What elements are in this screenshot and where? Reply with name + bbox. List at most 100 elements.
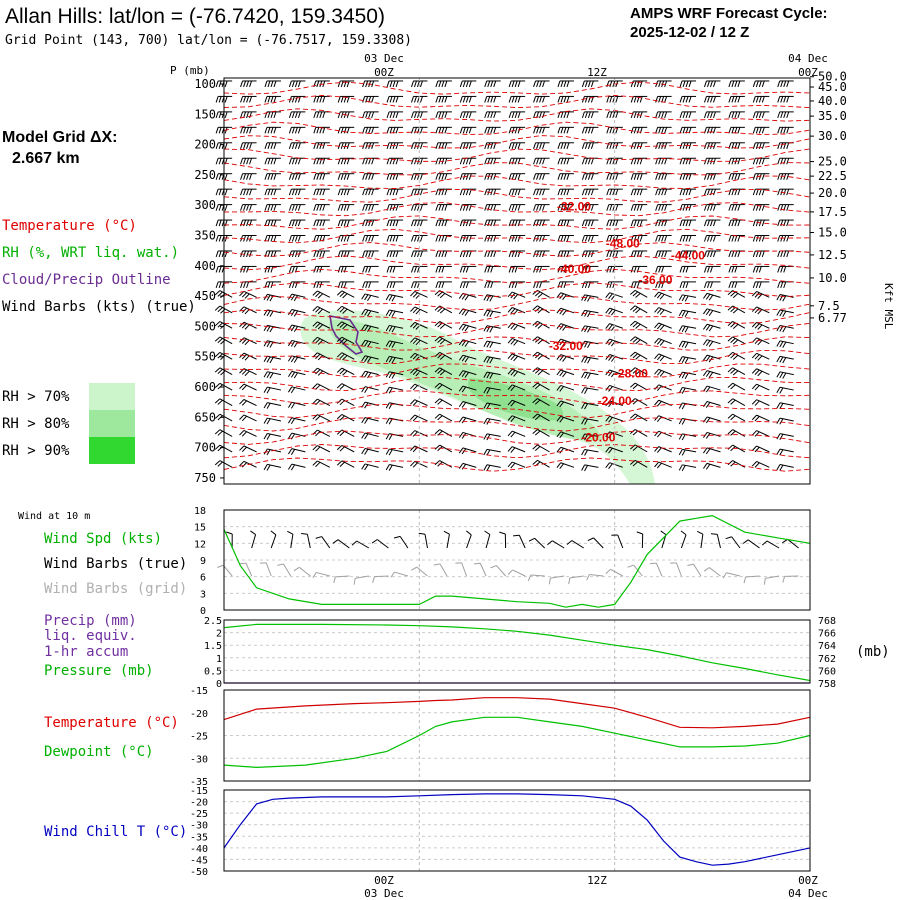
wind-barb <box>654 461 672 469</box>
wind-barb <box>264 265 281 273</box>
height-tick-label: 35.0 <box>818 109 847 123</box>
wind-barb <box>751 352 770 361</box>
wind-tick-label: 15 <box>194 523 206 534</box>
wind-barb <box>703 447 721 455</box>
wind-barb <box>288 142 306 149</box>
wind-barb <box>611 534 624 549</box>
wind-barb <box>605 446 623 454</box>
bottom-hour-label-2: 00Z <box>798 874 818 887</box>
wind-barb <box>459 95 477 103</box>
wind-speed-panel <box>217 509 811 611</box>
wind-barb <box>703 339 721 347</box>
wind-barb <box>239 562 253 577</box>
legend-precip-liq: liq. equiv. <box>44 628 137 644</box>
wind-barb <box>727 429 746 437</box>
cloud-outline <box>329 314 364 355</box>
wind-barb <box>679 250 697 258</box>
temperature-contour <box>223 215 811 230</box>
wind-barb <box>484 530 491 549</box>
legend-rh80: RH > 80% <box>2 416 70 432</box>
wind-barb <box>508 126 526 134</box>
wind-barb <box>240 204 257 211</box>
wind-barb <box>313 126 330 134</box>
wind-barb <box>455 562 468 577</box>
wind-barb <box>581 294 599 302</box>
pressure-tick-label: 500 <box>194 319 216 333</box>
wind-barb <box>605 307 623 316</box>
wind-barb <box>411 566 428 577</box>
wind-barb <box>533 111 550 119</box>
wind-barb <box>434 398 453 406</box>
wind-barb <box>508 80 526 88</box>
temperature-contour <box>223 108 811 122</box>
chill-tick-label: -20 <box>190 798 208 809</box>
wind-barb <box>630 204 648 211</box>
wind-barb <box>556 400 575 408</box>
wind-barb <box>587 537 604 549</box>
wind-barb <box>752 188 770 196</box>
wind-barb <box>782 575 799 583</box>
wind-barb <box>435 235 452 242</box>
wind-barb <box>605 462 623 469</box>
main-panel-grid <box>220 76 814 484</box>
wind-barb <box>532 444 550 453</box>
wind-barb <box>410 383 428 391</box>
wind-tick-label: 12 <box>194 539 206 550</box>
wind-barb <box>288 173 306 180</box>
wind-barb <box>434 367 453 376</box>
wind-barb <box>630 382 648 391</box>
wind-barb <box>581 356 599 364</box>
wind-barb <box>630 336 648 345</box>
wind-barb <box>751 430 770 437</box>
wind-barb <box>490 564 506 577</box>
wind-barb <box>435 95 452 103</box>
wind-barb <box>630 265 648 273</box>
wind-barb <box>557 95 574 103</box>
wind-barb <box>459 80 477 88</box>
wind-barb <box>312 290 331 299</box>
wind-barb <box>777 173 794 180</box>
wind-barb <box>556 462 575 470</box>
wind-barb <box>434 413 453 422</box>
wind-barb <box>581 265 599 273</box>
height-tick-label: 30.0 <box>818 129 847 143</box>
wind-barb <box>313 250 330 258</box>
wind-barb <box>533 204 550 211</box>
height-tick-label: 45.0 <box>818 80 847 94</box>
wind-barb <box>312 305 331 314</box>
wind-barb <box>508 157 526 165</box>
wind-barb <box>336 414 355 422</box>
wind-barb <box>361 308 379 317</box>
wind-barb <box>385 355 404 364</box>
wind-barb <box>655 126 672 134</box>
wind-barb <box>386 95 404 103</box>
wind-barb <box>458 385 477 393</box>
wind-barb <box>557 80 574 88</box>
temperature-dewpoint-panel <box>223 689 811 782</box>
wind-barb <box>636 531 644 549</box>
legend-wind-barbs-true: Wind Barbs (true) <box>44 556 187 572</box>
wind-barb <box>288 401 306 409</box>
wind-barb <box>217 564 233 577</box>
wind-barb <box>270 530 277 549</box>
wind-barb <box>263 386 282 394</box>
wind-barb <box>776 464 794 471</box>
wind-barb <box>605 431 623 439</box>
pressure-tick-label: 750 <box>194 471 216 485</box>
wind-barb <box>443 530 450 549</box>
wind-barb <box>386 188 404 196</box>
legend-rh90: RH > 90% <box>2 443 70 459</box>
wind-barb <box>507 461 526 469</box>
temperature-contour-labels: -32.00 -48.00 -44.00 -40.00 -36.00 -32.00 -28.… <box>549 199 705 444</box>
wind-barb <box>333 575 350 584</box>
legend-rh: RH (%, WRT liq. wat.) <box>2 245 179 261</box>
wind-barb <box>752 111 770 119</box>
wind-barb <box>362 250 379 258</box>
rh80-swatch <box>89 410 135 437</box>
wind-barb <box>507 430 526 438</box>
wind-barb <box>312 352 331 361</box>
wind-barb <box>458 323 477 332</box>
wind-barb <box>776 386 794 394</box>
wind-barb <box>557 173 574 180</box>
